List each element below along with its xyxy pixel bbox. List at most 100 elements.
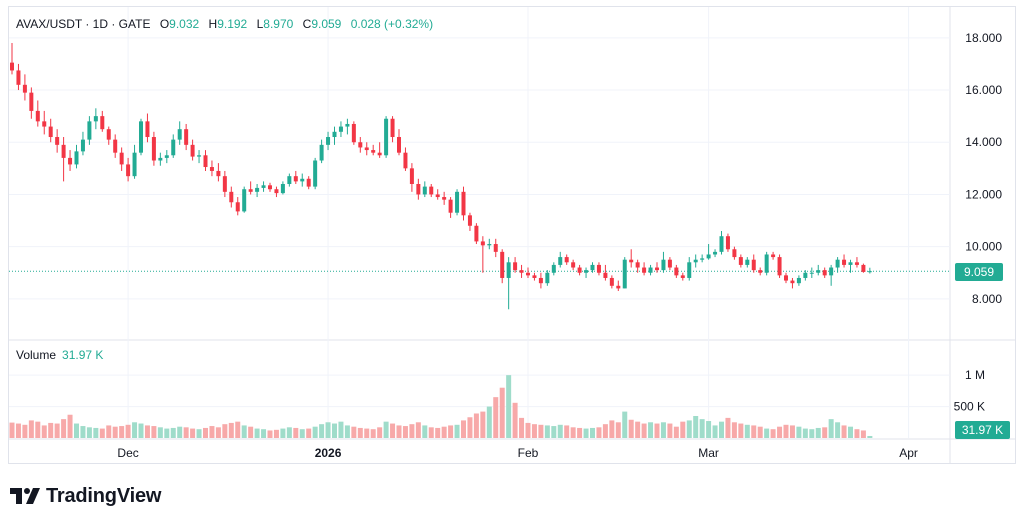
candle-body	[293, 176, 298, 182]
volume-bar	[712, 425, 718, 438]
volume-bar	[628, 419, 634, 438]
open-value: 9.032	[169, 17, 200, 31]
volume-bar	[544, 425, 550, 438]
volume-bar	[377, 427, 383, 438]
candle-body	[571, 262, 576, 268]
candle-body	[364, 147, 369, 151]
volume-legend-value: 31.97 K	[62, 348, 104, 362]
volume-bar	[422, 425, 428, 438]
candle-body	[777, 257, 782, 276]
candle-body	[371, 150, 376, 153]
volume-bar	[564, 425, 570, 438]
candle-body	[203, 155, 208, 168]
volume-bar	[273, 429, 279, 438]
candle-body	[377, 152, 382, 156]
volume-bar	[86, 427, 92, 438]
candle-body	[442, 197, 447, 200]
volume-bar	[602, 424, 608, 438]
tradingview-logo[interactable]: TradingView	[10, 484, 161, 508]
chart-frame[interactable]	[8, 6, 1016, 464]
high-label: H	[208, 17, 218, 31]
candle-body	[358, 142, 363, 148]
volume-bar	[144, 425, 150, 438]
candle-body	[248, 189, 253, 192]
volume-bar	[48, 422, 54, 438]
volume-bar	[402, 426, 408, 438]
volume-bar	[157, 427, 163, 438]
volume-bar	[9, 422, 15, 438]
volume-bar	[654, 423, 660, 438]
candle-body	[584, 270, 589, 273]
volume-bar	[228, 422, 234, 438]
volume-bar	[673, 426, 679, 438]
last-price-badge: 9.059	[955, 263, 1003, 281]
volume-bar	[67, 414, 73, 438]
volume-bar	[499, 387, 505, 438]
candle-body	[596, 264, 601, 273]
price-tick-label: 8.000	[972, 292, 1002, 306]
candle-body	[822, 270, 827, 276]
candle-body	[771, 254, 776, 258]
volume-bar	[319, 424, 325, 438]
volume-bar	[764, 428, 770, 438]
volume-bar	[480, 411, 486, 438]
tradingview-icon	[10, 488, 40, 504]
volume-bar	[41, 425, 47, 438]
candle-body	[326, 137, 331, 145]
volume-bar	[209, 426, 215, 438]
volume-bar	[667, 423, 673, 438]
candle-body	[532, 275, 537, 278]
volume-bar	[822, 427, 828, 438]
volume-bar	[512, 402, 518, 438]
candle-body	[848, 262, 853, 265]
volume-bar	[525, 422, 531, 438]
candle-body	[629, 259, 634, 263]
volume-bar	[744, 424, 750, 438]
candle-body	[590, 264, 595, 271]
volume-bar	[177, 426, 183, 438]
time-tick-label: 2026	[315, 446, 342, 460]
candle-body	[306, 178, 311, 187]
candle-body	[545, 272, 550, 284]
candle-body	[655, 267, 659, 271]
volume-bar	[428, 427, 434, 438]
candle-body	[435, 194, 440, 198]
price-tick-label: 10.000	[965, 240, 1002, 254]
candle-body	[80, 139, 85, 152]
volume-bar	[351, 426, 357, 438]
candle-body	[687, 262, 692, 278]
volume-bar	[280, 428, 286, 438]
candle-body	[397, 137, 401, 153]
close-value: 9.059	[311, 17, 342, 31]
candle-body	[255, 187, 260, 192]
volume-bar	[409, 424, 415, 438]
candle-body	[332, 131, 337, 138]
candle-body	[390, 118, 395, 138]
volume-bar	[680, 421, 686, 438]
volume-bar	[835, 422, 841, 438]
volume-bar	[641, 423, 647, 438]
volume-bar	[751, 425, 757, 438]
candle-body	[738, 257, 743, 265]
candle-body	[519, 270, 524, 273]
volume-bar	[74, 423, 79, 438]
candle-body	[642, 267, 647, 273]
candle-body	[287, 176, 292, 184]
candle-body	[551, 264, 556, 273]
volume-bar	[486, 406, 492, 438]
time-tick-label: Dec	[117, 446, 138, 460]
candle-body	[338, 126, 343, 132]
candle-body	[55, 137, 60, 145]
candle-body	[616, 285, 621, 289]
candle-body	[119, 152, 124, 165]
volume-bar	[660, 422, 666, 438]
candle-body	[661, 259, 666, 271]
ohlc-header: AVAX/USDT · 1D · GATE O9.032 H9.192 L8.9…	[16, 17, 433, 31]
candle-body	[609, 277, 614, 286]
volume-bar	[119, 426, 125, 438]
candle-body	[713, 251, 718, 255]
candle-body	[16, 70, 21, 85]
volume-bar	[261, 429, 267, 438]
candle-body	[790, 280, 795, 284]
